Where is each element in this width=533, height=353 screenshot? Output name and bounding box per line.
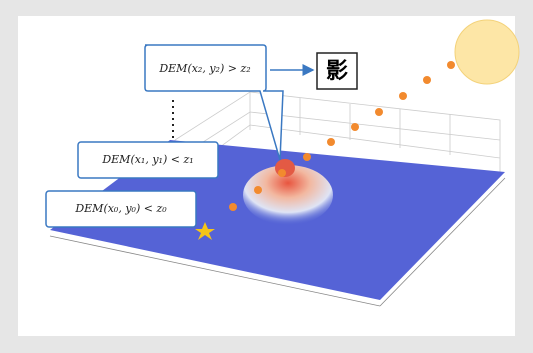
callout: DEM(x₁, y₁) < z₁ xyxy=(78,142,218,178)
callout-label: DEM(x₀, y₀) < z₀ xyxy=(74,202,167,215)
figure: DEM(x₂, y₂) > z₂ DEM(x₁, y₁) < z₁ DEM(x₀… xyxy=(0,0,533,353)
icon-label: 影 xyxy=(326,59,348,84)
callout-label: DEM(x₁, y₁) < z₁ xyxy=(101,153,193,166)
callout-label: DEM(x₂, y₂) > z₂ xyxy=(158,62,250,75)
sun xyxy=(455,20,519,84)
page: DEM(x₂, y₂) > z₂ DEM(x₁, y₁) < z₁ DEM(x₀… xyxy=(0,0,533,353)
callout: DEM(x₀, y₀) < z₀ xyxy=(46,191,196,227)
